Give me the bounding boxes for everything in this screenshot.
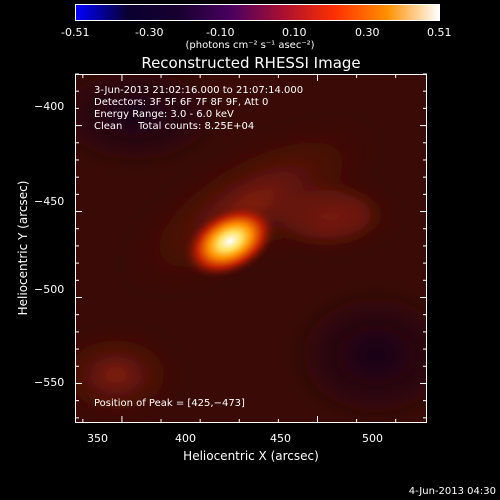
peak-source	[183, 203, 277, 279]
total-counts-label: Total counts: 8.25E+04	[138, 121, 255, 132]
colorbar-ticks: -0.51 -0.30 -0.10 0.10 0.30 0.51	[0, 0, 500, 40]
chart-title: Reconstructed RHESSI Image	[141, 54, 361, 72]
footer-date: 4-Jun-2013 04:30	[408, 486, 496, 497]
colorbar-tick: 0.30	[355, 26, 380, 39]
colorbar-tick: 0.51	[427, 26, 452, 39]
time-range-label: 3-Jun-2013 21:02:16.000 to 21:07:14.000	[94, 85, 304, 96]
y-tick-label: −500	[34, 283, 65, 296]
colorbar	[75, 4, 440, 21]
x-tick-label: 350	[87, 432, 108, 445]
colorbar-tick: -0.10	[206, 26, 235, 39]
colorbar-tick: 0.10	[282, 26, 307, 39]
x-axis-label: Heliocentric X (arcsec)	[183, 449, 319, 463]
x-tick-label: 500	[362, 432, 383, 445]
plot-area: 3-Jun-2013 21:02:16.000 to 21:07:14.000 …	[75, 74, 427, 423]
colorbar-unit-label: (photons cm⁻² s⁻¹ asec⁻²)	[185, 40, 315, 51]
detectors-label: Detectors: 3F 5F 6F 7F 8F 9F, Att 0	[94, 97, 269, 108]
y-tick-label: −400	[34, 100, 65, 113]
y-tick-label: −550	[34, 376, 65, 389]
colorbar-tick: -0.30	[135, 26, 164, 39]
x-tick-label: 400	[175, 432, 196, 445]
colorbar-tick: -0.51	[61, 26, 90, 39]
x-tick-label: 450	[270, 432, 291, 445]
method-label: Clean	[94, 121, 123, 132]
peak-position-label: Position of Peak = [425,−473]	[94, 398, 245, 409]
energy-range-label: Energy Range: 3.0 - 6.0 keV	[94, 109, 234, 120]
y-tick-label: −450	[34, 195, 65, 208]
heatmap-image	[76, 75, 426, 422]
y-axis-label: Heliocentric Y (arcsec)	[16, 180, 30, 316]
